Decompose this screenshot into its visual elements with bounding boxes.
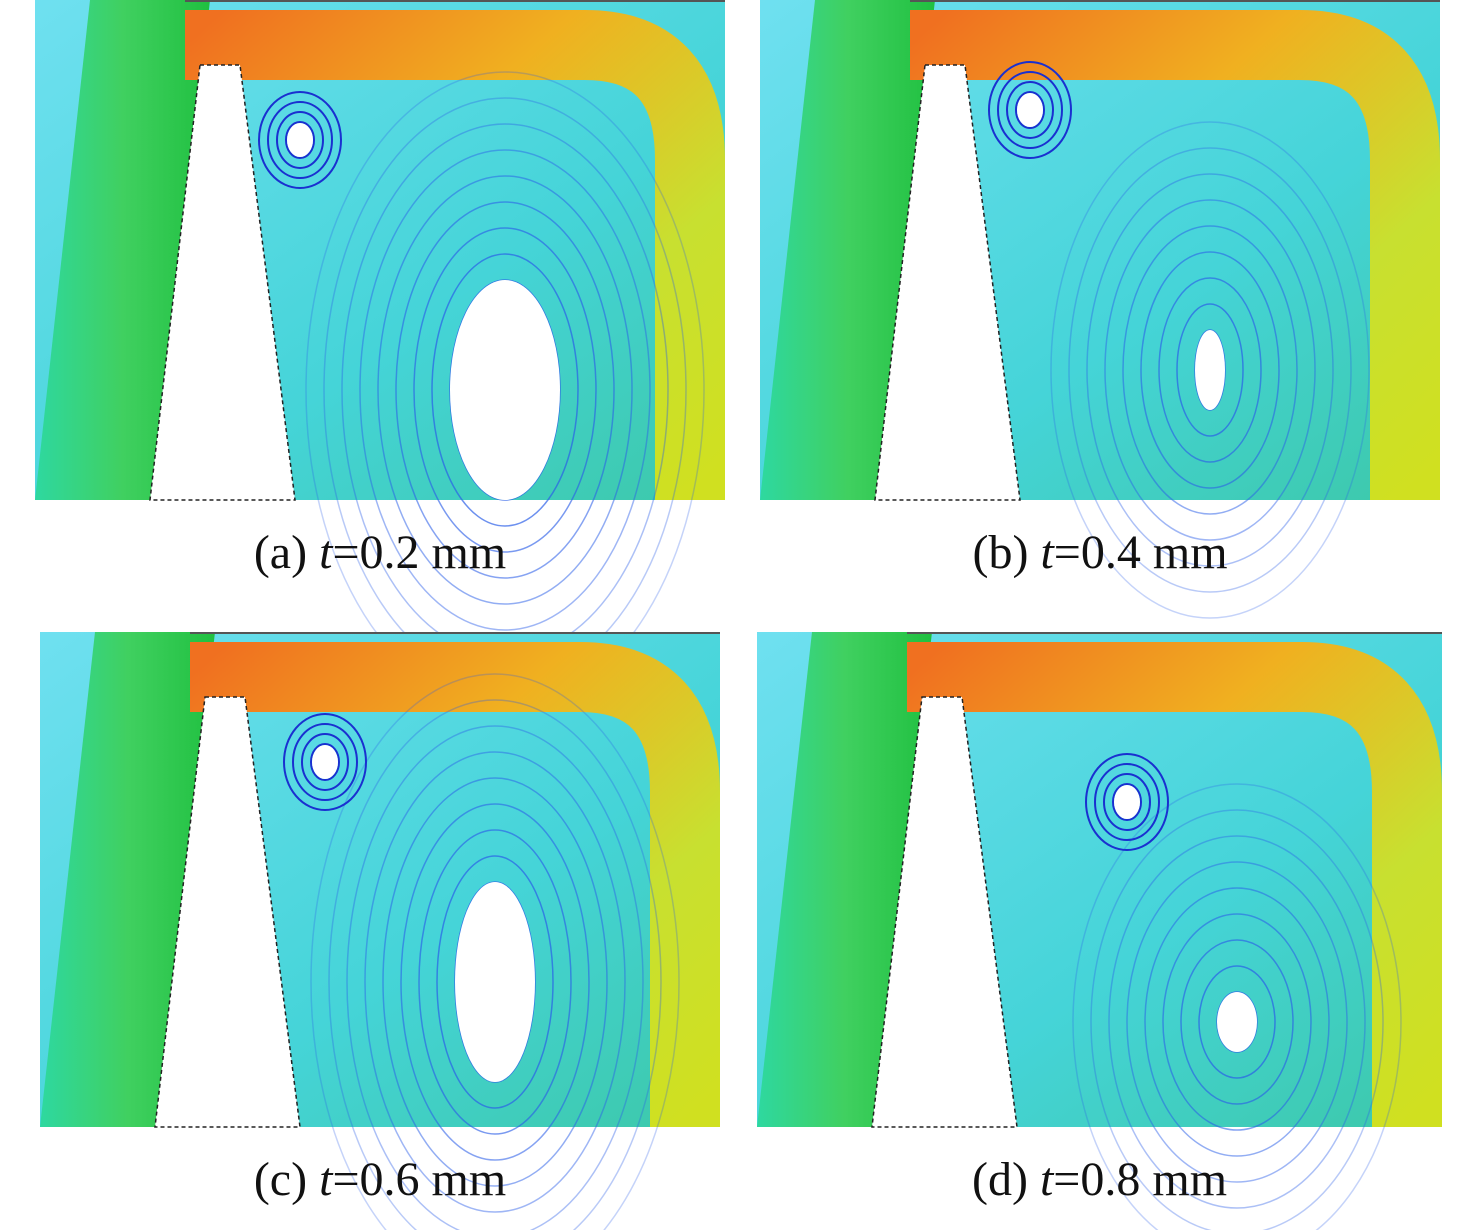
secondary-core [312,745,338,779]
streamline [1144,887,1330,1157]
top-jet [910,10,1440,500]
streamline [1158,277,1262,463]
top-jet [185,10,725,500]
streamline [1140,251,1280,489]
obstacle [874,64,1021,501]
panel-caption: (a) t=0.2 mm [254,526,506,579]
streamline [1104,199,1316,541]
secondary-vortex [258,91,342,189]
streamline [436,855,554,1109]
secondary-vortex [1006,81,1054,139]
streamline [1126,861,1348,1183]
vortex-core [450,280,560,500]
streamline [346,725,644,1230]
vortex-core [455,882,535,1082]
secondary-vortex [1015,91,1045,129]
streamline [431,253,579,527]
panel-caption: (b) t=0.4 mm [972,526,1227,579]
streamline [310,673,680,1230]
secondary-vortex [267,101,333,179]
streamline [328,699,662,1230]
secondary-vortex [1085,753,1169,851]
secondary-vortex [310,743,340,781]
streamline [400,803,590,1161]
caption-variable: t [1040,526,1055,579]
secondary-vortex [1112,783,1142,821]
secondary-vortex [276,111,324,169]
flow-panel [757,632,1442,1230]
caption-value: =0.2 mm [332,526,506,579]
streamline [377,175,633,605]
caption-value: =0.8 mm [1053,1153,1227,1206]
caption-label: (c) [254,1153,307,1206]
streamline [1050,121,1370,619]
panel-caption: (d) t=0.8 mm [972,1153,1227,1206]
streamline [1122,225,1298,515]
streamline [382,777,608,1187]
flow-panel [40,632,720,1230]
panels [35,0,1442,1230]
caption-variable: t [319,526,334,579]
obstacle [149,64,296,501]
caption-variable: t [1040,1153,1055,1206]
vortex-core [1195,330,1225,410]
secondary-vortex [988,61,1072,159]
flow-panel [760,0,1440,619]
secondary-core [287,123,313,157]
panel-caption: (c) t=0.6 mm [254,1153,506,1206]
obstacle [871,696,1018,1128]
top-jet [190,642,720,1127]
secondary-vortex [997,71,1063,149]
streamline [364,751,626,1213]
secondary-vortex [283,713,367,811]
flow-panel [35,0,725,709]
streamline [1176,303,1244,437]
caption-variable: t [319,1153,334,1206]
streamline [1162,913,1312,1131]
streamline [1086,173,1334,567]
secondary-vortex [1094,763,1160,841]
streamline [395,201,615,579]
vortex-core [1217,992,1257,1052]
streamline [418,829,572,1135]
obstacle [154,696,301,1128]
streamline [1068,147,1352,593]
secondary-core [1114,785,1140,819]
streamline [359,149,651,631]
secondary-vortex [1103,773,1151,831]
top-jet [907,642,1442,1127]
streamline [1072,783,1402,1230]
secondary-vortex [301,733,349,791]
streamline [413,227,597,553]
caption-label: (b) [972,526,1028,579]
secondary-vortex [292,723,358,801]
captions: (a) t=0.2 mm (b) t=0.4 mm(c) t=0.6 mm (d) t=0.… [254,526,1228,1206]
caption-label: (a) [254,526,307,579]
streamline [1180,939,1294,1105]
secondary-core [1017,93,1043,127]
secondary-vortex [285,121,315,159]
caption-label: (d) [972,1153,1028,1206]
streamline [1198,965,1276,1079]
streamline [1108,835,1366,1209]
streamline [1090,809,1384,1230]
caption-value: =0.6 mm [332,1153,506,1206]
caption-value: =0.4 mm [1054,526,1228,579]
